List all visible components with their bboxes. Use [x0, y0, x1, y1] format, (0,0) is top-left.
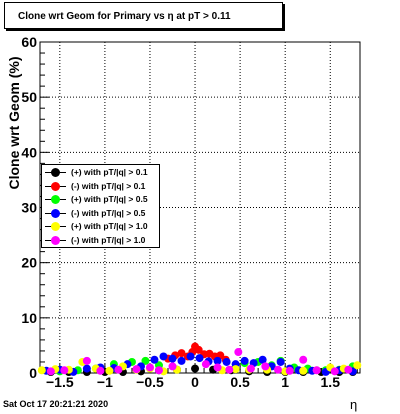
data-point	[46, 367, 55, 376]
x-tick-label: −0.5	[136, 374, 164, 390]
data-point	[261, 362, 270, 371]
y-tick-label: 20	[21, 255, 37, 271]
legend-marker	[51, 181, 60, 191]
data-point	[240, 356, 249, 365]
legend-label: (+) with pT/|q| > 0.1	[71, 167, 148, 177]
data-point	[191, 364, 200, 373]
y-tick-label: 0	[29, 365, 37, 381]
y-tick-labels: 0 10 20 30 40 50 60	[21, 34, 37, 381]
legend-item: (+) with pT/|q| > 0.5	[42, 193, 159, 206]
data-point	[154, 366, 163, 375]
data-point	[105, 366, 114, 375]
legend-marker	[51, 168, 60, 177]
x-tick-label: −1	[97, 374, 113, 390]
x-tick-labels: −1.5 −1 −0.5 0 0.5 1 1.5	[46, 374, 340, 390]
legend-label: (-) with pT/|q| > 0.1	[71, 180, 146, 191]
data-point	[186, 352, 195, 361]
data-point	[194, 345, 203, 354]
legend-item: (+) with pT/|q| > 0.1	[42, 166, 159, 179]
x-tick-label: 1.5	[321, 374, 341, 390]
legend-label: (+) with pT/|q| > 0.5	[71, 194, 148, 204]
legend-label: (-) with pT/|q| > 0.5	[71, 207, 146, 218]
data-points	[37, 342, 362, 376]
legend-item: (-) with pT/|q| > 1.0	[42, 234, 159, 247]
data-point	[82, 356, 91, 365]
data-point	[213, 356, 222, 365]
y-tick-label: 10	[21, 310, 37, 326]
data-point	[213, 363, 222, 372]
x-tick-label: 1	[281, 374, 289, 390]
data-point	[145, 363, 154, 372]
y-tick-label: 40	[21, 144, 37, 160]
data-point	[201, 360, 210, 369]
data-point	[177, 349, 186, 358]
legend-marker	[51, 195, 60, 204]
data-point	[222, 357, 231, 366]
data-point	[299, 355, 308, 364]
x-tick-label: 0	[191, 374, 199, 390]
legend-marker	[51, 235, 60, 245]
data-point	[141, 356, 150, 365]
data-point	[285, 366, 294, 375]
data-point	[37, 366, 46, 375]
y-tick-label: 30	[21, 200, 37, 216]
data-point	[132, 365, 141, 374]
data-point	[299, 366, 308, 375]
data-point	[225, 365, 234, 374]
y-tick-label: 50	[21, 89, 37, 105]
data-point	[258, 355, 267, 364]
data-point	[60, 366, 69, 375]
data-point	[231, 365, 240, 374]
data-point	[246, 364, 255, 373]
data-point	[344, 365, 353, 374]
legend-marker	[51, 208, 60, 218]
legend-label: (-) with pT/|q| > 1.0	[71, 234, 146, 245]
x-tick-label: −1.5	[46, 374, 74, 390]
data-point	[82, 364, 91, 373]
y-axis-label: Clone wrt Geom (%)	[6, 56, 22, 190]
x-axis-label: η	[350, 397, 358, 412]
x-tick-label: 0.5	[230, 374, 250, 390]
legend-item: (+) with pT/|q| > 1.0	[42, 220, 159, 233]
data-point	[330, 367, 339, 376]
legend-item: (-) with pT/|q| > 0.1	[42, 180, 159, 193]
data-point	[159, 352, 168, 361]
data-point	[353, 361, 362, 370]
series-group	[46, 348, 353, 376]
data-point	[312, 366, 321, 375]
legend-label: (+) with pT/|q| > 1.0	[71, 221, 148, 231]
chart-title: Clone wrt Geom for Primary vs η at pT > …	[4, 2, 283, 29]
data-point	[177, 356, 186, 365]
data-point	[276, 357, 285, 366]
legend: (+) with pT/|q| > 0.1 (-) with pT/|q| > 0…	[41, 164, 160, 248]
y-tick-label: 60	[21, 34, 37, 50]
data-point	[150, 355, 159, 364]
data-point	[96, 366, 105, 375]
data-point	[168, 362, 177, 371]
data-point	[234, 348, 243, 357]
legend-item: (-) with pT/|q| > 0.5	[42, 207, 159, 220]
legend-marker	[51, 222, 60, 231]
data-point	[195, 354, 204, 363]
data-point	[114, 365, 123, 374]
data-point	[168, 354, 177, 363]
timestamp: Sat Oct 17 20:21:21 2020	[3, 399, 109, 409]
data-point	[273, 365, 282, 374]
